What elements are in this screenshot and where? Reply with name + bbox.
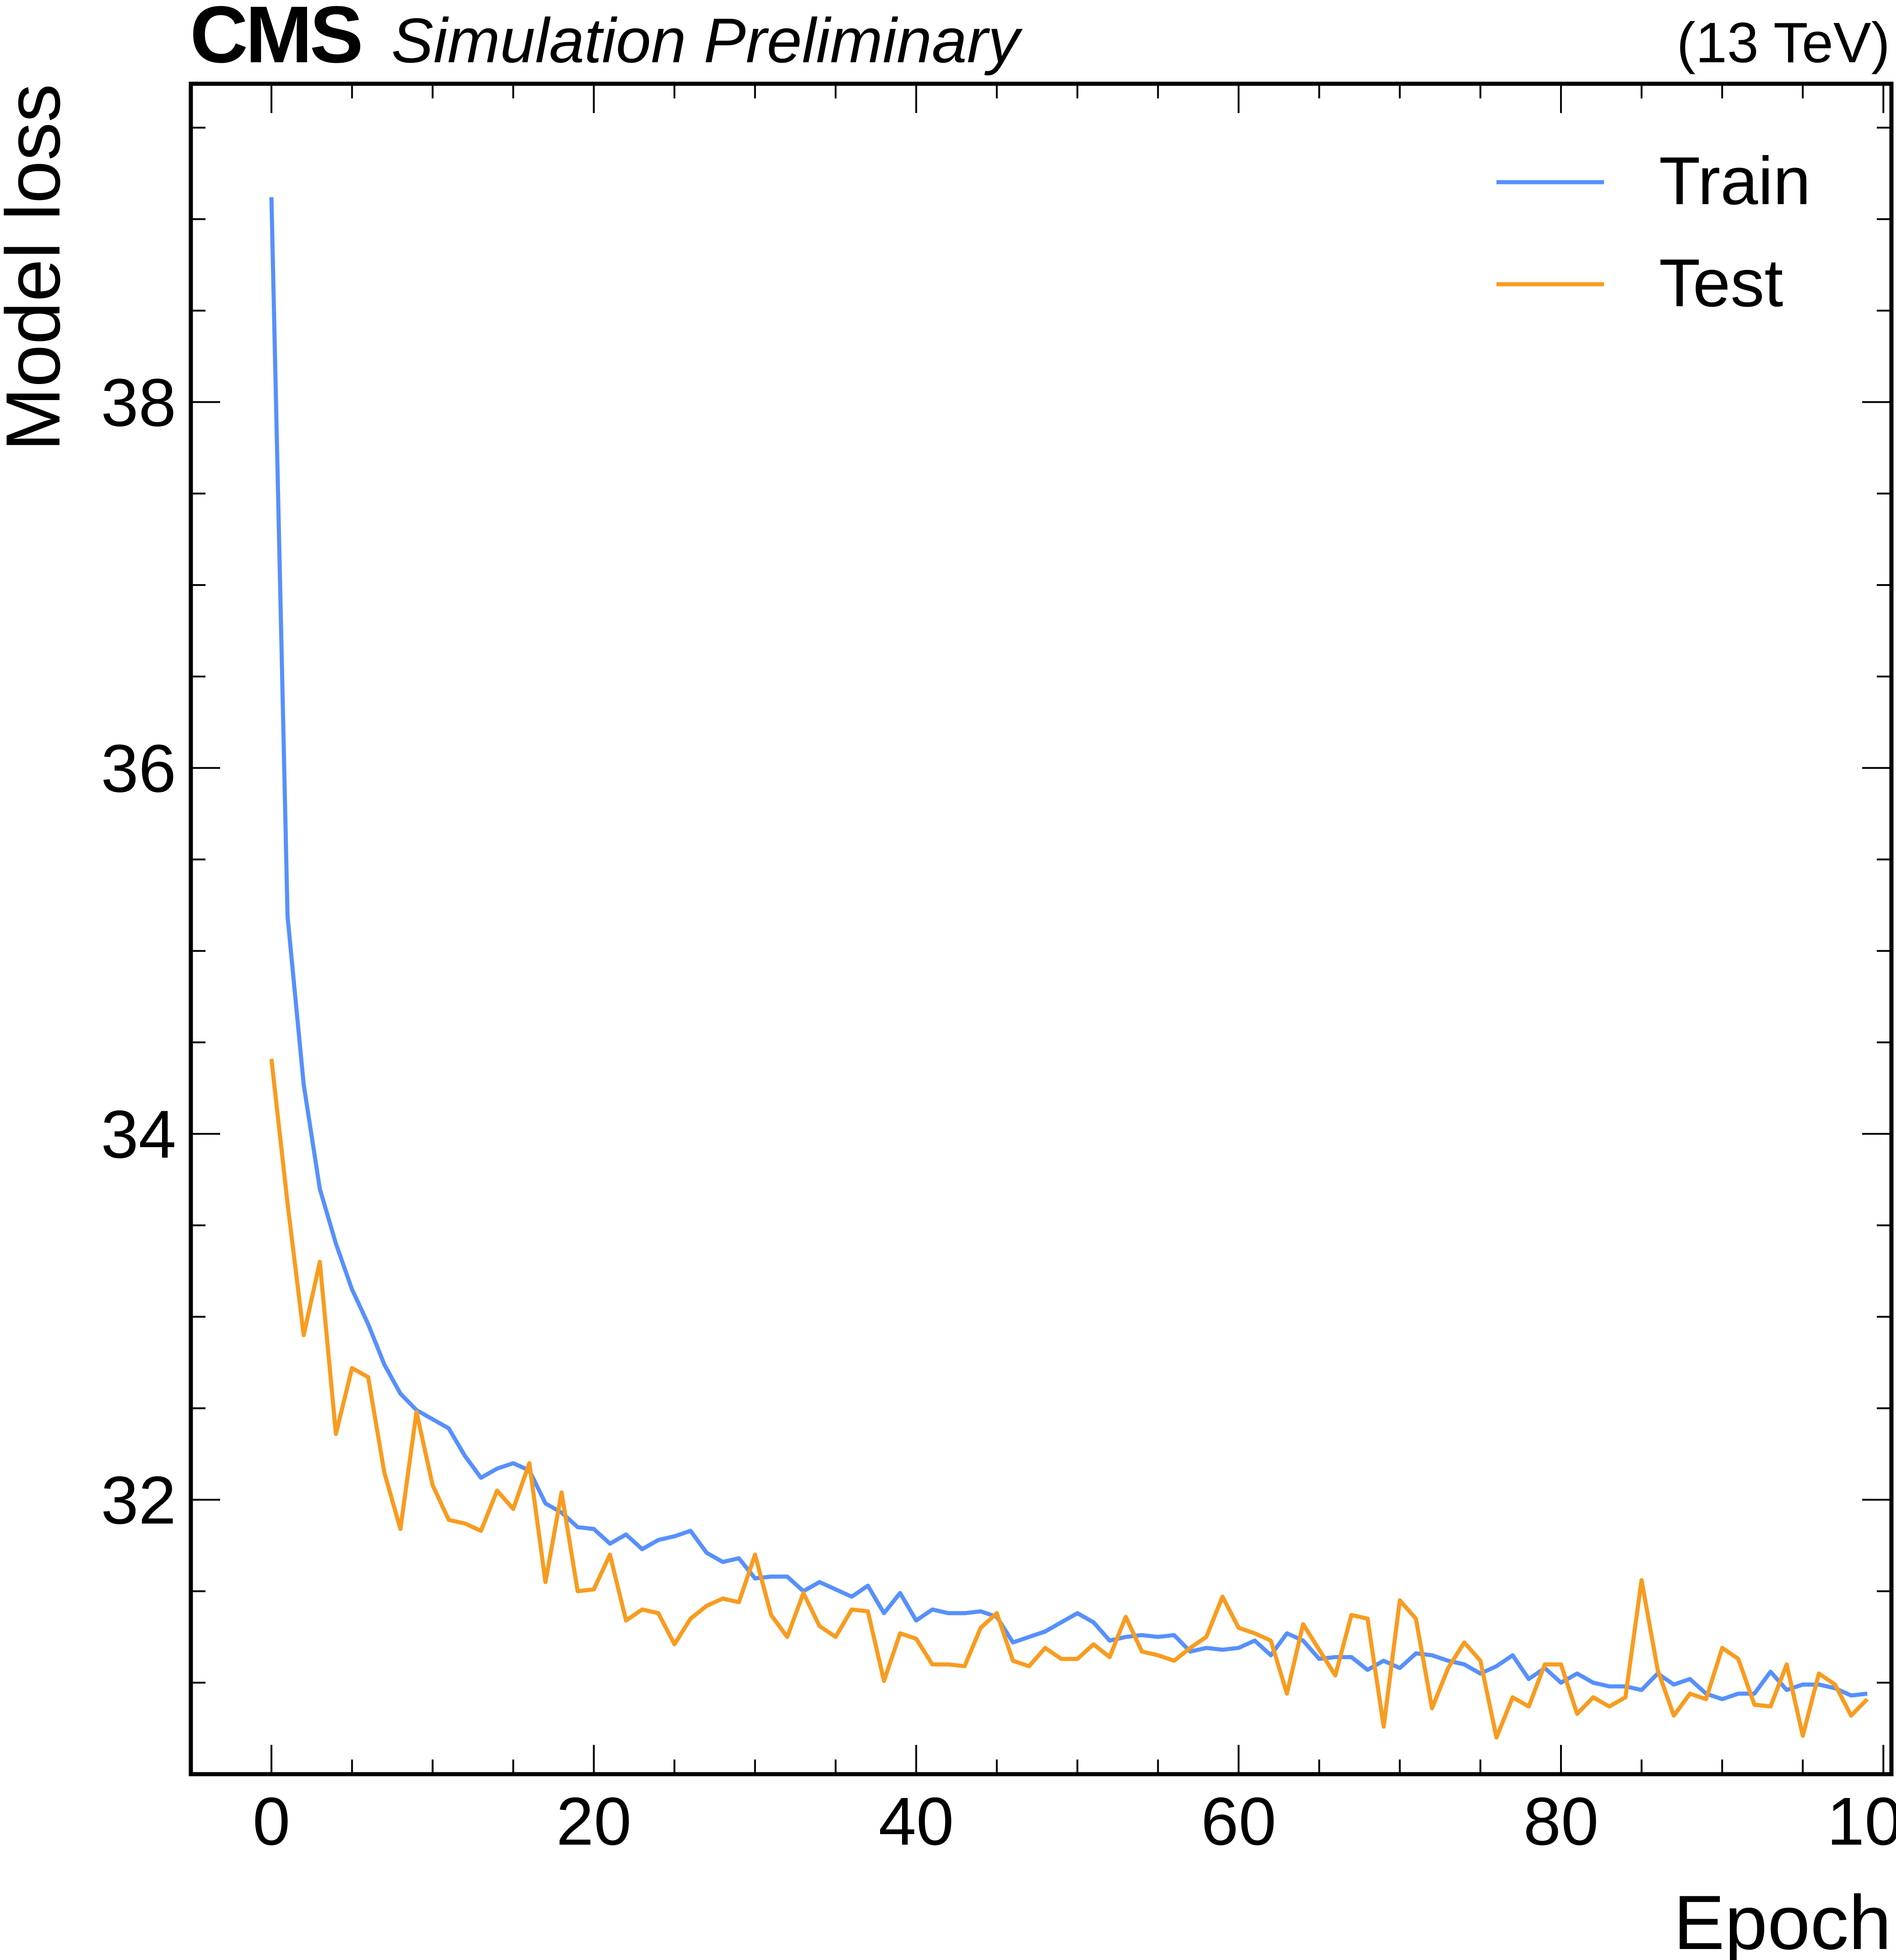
x-tick-label: 100 xyxy=(1827,1784,1896,1859)
legend-train-label: Train xyxy=(1659,143,1811,219)
x-axis-tick-labels: 0 20 40 60 80 100 xyxy=(253,1784,1896,1859)
energy-label: (13 TeV) xyxy=(1677,11,1890,75)
y-axis-ticks xyxy=(191,126,1891,1775)
status-label: Simulation Preliminary xyxy=(391,5,1023,76)
x-axis-title: Epoch xyxy=(1674,1879,1891,1960)
y-axis-tick-labels: 32 34 36 38 xyxy=(101,365,176,1538)
x-axis-ticks xyxy=(270,84,1885,1774)
x-tick-label: 40 xyxy=(879,1784,954,1859)
experiment-label: CMS xyxy=(190,0,361,80)
y-axis-title: Model loss xyxy=(0,84,76,451)
legend: Train Test xyxy=(1496,143,1811,321)
legend-test-label: Test xyxy=(1659,245,1783,321)
x-tick-label: 60 xyxy=(1201,1784,1276,1859)
x-tick-label: 80 xyxy=(1523,1784,1599,1859)
y-tick-label: 36 xyxy=(101,731,176,807)
y-tick-label: 38 xyxy=(101,365,176,440)
series-line-test xyxy=(269,1058,1869,1740)
series-layer xyxy=(269,197,1869,1740)
x-tick-label: 20 xyxy=(556,1784,632,1859)
y-tick-label: 32 xyxy=(101,1462,176,1538)
y-tick-label: 34 xyxy=(101,1097,176,1172)
series-line-train xyxy=(269,197,1868,1701)
x-tick-label: 0 xyxy=(253,1784,290,1859)
plot-frame xyxy=(189,81,1894,1776)
